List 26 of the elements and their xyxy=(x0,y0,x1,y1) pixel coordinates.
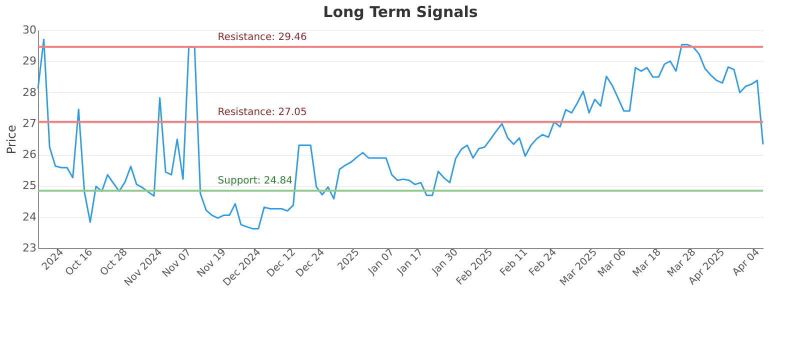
ref-line-label: Support: 24.84 xyxy=(218,176,293,187)
y-axis-title: Price xyxy=(4,124,19,154)
x-tick-label: Jan 30 xyxy=(430,246,460,278)
x-tick-label: Mar 18 xyxy=(630,246,664,280)
ref-line-label: Resistance: 27.05 xyxy=(218,106,307,118)
x-tick-label: Feb 24 xyxy=(527,246,559,279)
x-tick-label: Oct 16 xyxy=(64,246,95,278)
chart-title: Long Term Signals xyxy=(323,3,478,21)
y-tick-label: 25 xyxy=(22,179,36,192)
ref-line-label: Resistance: 29.46 xyxy=(218,32,307,43)
x-tick-label: Oct 28 xyxy=(98,246,130,278)
x-tick-label: Apr 04 xyxy=(730,246,762,278)
x-tick-label: Feb 11 xyxy=(498,246,530,279)
y-tick-label: 28 xyxy=(22,86,36,99)
y-tick-label: 26 xyxy=(22,148,36,162)
y-tick-label: 24 xyxy=(22,210,36,224)
x-tick-label: Nov 07 xyxy=(160,246,194,280)
x-tick-label: Dec 24 xyxy=(294,246,327,280)
x-tick-label: Mar 06 xyxy=(596,246,629,280)
y-tick-label: 30 xyxy=(22,24,36,36)
line-series xyxy=(37,38,764,230)
y-tick-label: 29 xyxy=(22,54,36,68)
y-tick-label: 27 xyxy=(22,116,36,130)
y-tick-label: 23 xyxy=(22,242,36,254)
x-tick-label: Jan 17 xyxy=(394,246,426,278)
x-tick-label: Jan 07 xyxy=(366,246,397,278)
